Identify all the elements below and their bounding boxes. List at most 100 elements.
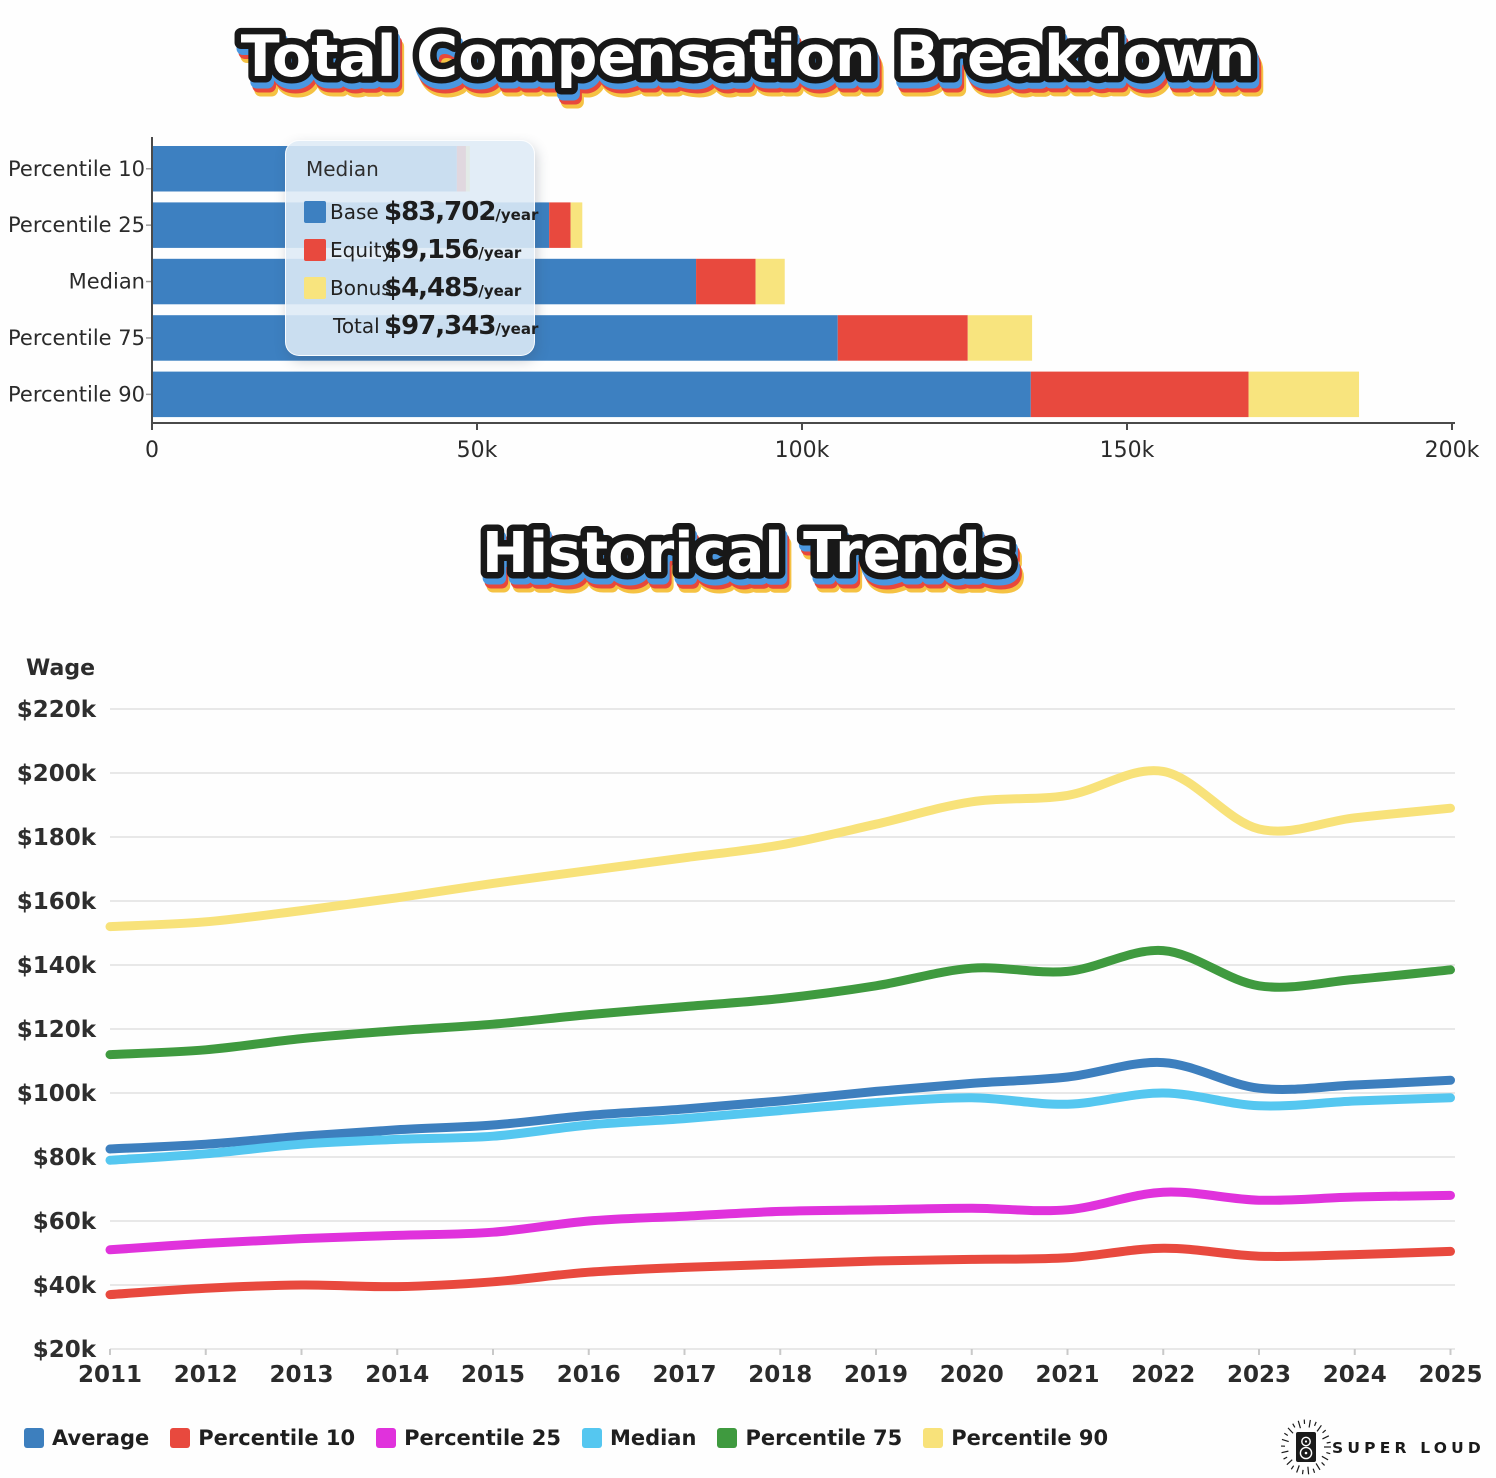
burst-ray (1313, 1421, 1317, 1427)
tooltip-label: Bonus (330, 276, 392, 300)
super-loud-logo: SUPER LOUD (1280, 1419, 1485, 1475)
bar-segment-bonus-percentile-25[interactable] (570, 202, 583, 248)
x-tick-label: 2023 (1227, 1362, 1291, 1388)
line-chart: $220k $200k $180k $160k $140k $120k $100k $80k $… (17, 697, 1483, 1388)
burst-ray (1308, 1419, 1311, 1428)
x-tick-label: 200k (1425, 438, 1480, 463)
speaker-dot-bottom (1304, 1451, 1308, 1455)
y-tick-label: $180k (17, 825, 97, 851)
y-tick-label: $120k (17, 1017, 97, 1043)
burst-ray (1281, 1450, 1289, 1454)
x-tick-label: 150k (1100, 438, 1155, 463)
line-series-percentile-90[interactable] (105, 766, 1455, 932)
x-tick-label: 2020 (940, 1362, 1004, 1388)
tooltip-value: $97,343/year (384, 311, 539, 341)
bar-segment-bonus-percentile-90[interactable] (1248, 371, 1360, 418)
burst-ray (1297, 1420, 1302, 1429)
title-shadow-yellow: Historical Trends (488, 535, 1020, 600)
bar-segment-equity-percentile-25[interactable] (549, 202, 571, 248)
title-shadow-yellow: Total Compensation Breakdown (247, 38, 1262, 104)
x-tick-label: 2019 (844, 1362, 908, 1388)
legend-swatch (581, 1428, 602, 1448)
y-tick-label: $40k (33, 1273, 97, 1299)
title-shadow-blue: Total Compensation Breakdown (243, 30, 1258, 96)
tooltip-title: Median (306, 157, 379, 181)
line-series-median[interactable] (105, 1088, 1455, 1165)
section-title: Historical Trends (482, 521, 1014, 586)
legend-item-percentile-75[interactable]: Percentile 75 (717, 1426, 902, 1450)
legend-label: Percentile 25 (404, 1426, 561, 1450)
tooltip-row-bonus: Bonus $4,485/year (304, 269, 522, 307)
burst-ray (1322, 1435, 1330, 1440)
title-shadow-red: Total Compensation Breakdown (245, 34, 1260, 100)
x-tick-label: 2015 (461, 1362, 525, 1388)
x-tick-label: 2021 (1035, 1362, 1099, 1388)
burst-ray (1322, 1429, 1327, 1434)
x-tick-label: 100k (775, 438, 830, 463)
bar-category-label: Percentile 25 (8, 213, 145, 237)
equity-color-chip (304, 239, 326, 261)
title-shadow-blue: Historical Trends (484, 527, 1016, 592)
x-tick-label: 2017 (652, 1362, 716, 1388)
bar-segment-bonus-percentile-75[interactable] (967, 315, 1033, 361)
bar-segment-equity-percentile-90[interactable] (1030, 371, 1249, 418)
legend-label: Median (609, 1426, 697, 1450)
base-color-chip (304, 201, 326, 223)
y-tick-label: $160k (17, 889, 97, 915)
bar-segment-bonus-median[interactable] (755, 258, 785, 305)
burst-ray (1316, 1424, 1322, 1432)
legend-item-percentile-90[interactable]: Percentile 90 (923, 1426, 1108, 1450)
legend-item-average[interactable]: Average (24, 1426, 149, 1450)
burst-ray (1321, 1462, 1326, 1466)
x-tick-label: 2012 (174, 1362, 238, 1388)
tooltip-value: $9,156/year (384, 235, 522, 265)
legend-item-percentile-25[interactable]: Percentile 25 (376, 1426, 561, 1450)
y-tick-label: $100k (17, 1081, 97, 1107)
tooltip-label: Equity (330, 238, 394, 262)
bar-segment-base-percentile-90[interactable] (152, 371, 1031, 418)
tooltip-label: Total (333, 314, 380, 338)
burst-ray (1301, 1469, 1304, 1475)
y-tick-label: $80k (33, 1145, 97, 1171)
tooltip-label: Base (330, 200, 379, 224)
burst-ray (1284, 1432, 1289, 1436)
burst-ray (1312, 1468, 1316, 1474)
x-tick-label: 2018 (748, 1362, 812, 1388)
line-series-percentile-25[interactable] (105, 1187, 1455, 1255)
burst-ray (1290, 1465, 1295, 1470)
bar-category-label: Median (69, 270, 145, 294)
burst-ray (1307, 1466, 1310, 1475)
logo-text: SUPER LOUD (1332, 1439, 1485, 1457)
bar-segment-equity-percentile-75[interactable] (837, 315, 968, 361)
legend-swatch (376, 1428, 397, 1448)
bar-segment-equity-median[interactable] (696, 258, 756, 305)
x-tick-label: 2025 (1418, 1362, 1482, 1388)
x-tick-label: 2014 (365, 1362, 429, 1388)
burst-ray (1296, 1465, 1300, 1473)
line-series-percentile-75[interactable] (105, 945, 1455, 1060)
page-title: Total Compensation Breakdown (241, 24, 1256, 90)
legend-label: Percentile 90 (951, 1426, 1109, 1450)
line-series-percentile-10[interactable] (105, 1243, 1455, 1300)
burst-ray (1283, 1456, 1288, 1460)
legend-label: Average (52, 1426, 150, 1450)
x-tick-label: 50k (457, 438, 498, 463)
bar-category-label: Percentile 75 (8, 326, 145, 350)
bonus-color-chip (304, 277, 326, 299)
x-tick-label: 2016 (557, 1362, 621, 1388)
y-tick-label: $140k (17, 953, 97, 979)
legend-item-median[interactable]: Median (581, 1426, 697, 1450)
tooltip-row-base: Base $83,702/year (304, 193, 538, 231)
legend-item-percentile-10[interactable]: Percentile 10 (170, 1426, 355, 1450)
burst-ray (1281, 1438, 1289, 1443)
y-tick-label: $60k (33, 1209, 97, 1235)
y-axis-title: Wage (26, 656, 95, 681)
tooltip-row-total: Total $97,343/year (304, 307, 538, 345)
y-tick-label: $220k (17, 697, 97, 723)
x-tick-label: 2022 (1131, 1362, 1195, 1388)
title-total-compensation-breakdown: Total Compensation Breakdown Total Compe… (234, 18, 1268, 111)
burst-ray (1326, 1441, 1331, 1444)
legend-swatch (717, 1428, 738, 1448)
line-series-average[interactable] (105, 1057, 1455, 1154)
